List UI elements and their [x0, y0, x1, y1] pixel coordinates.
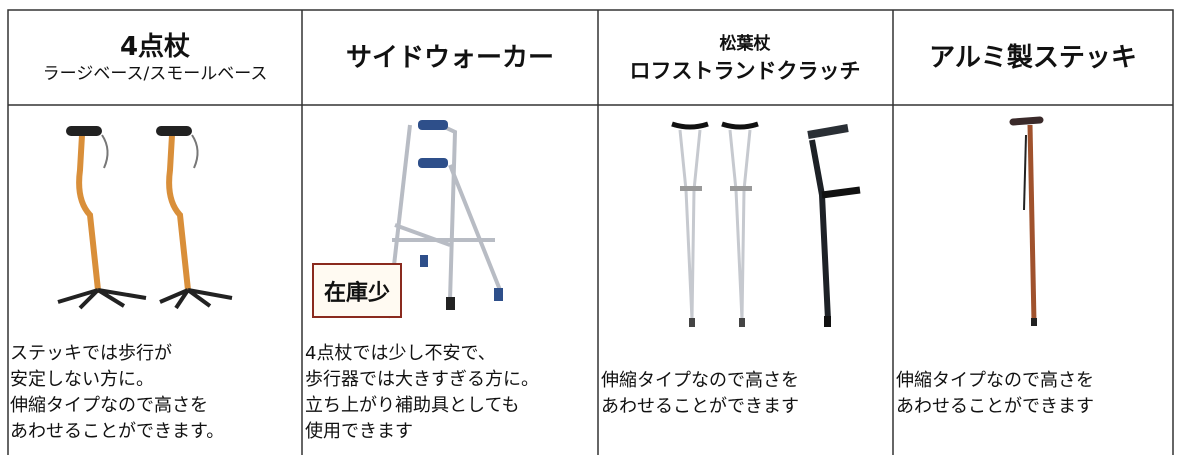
stock-badge: 在庫少	[312, 263, 402, 318]
header-subtitle: ロフストランドクラッチ	[629, 59, 861, 83]
description-line: 4点杖では少し不安で、	[305, 343, 496, 364]
description-line: 歩行器では大きすぎる方に。	[305, 369, 539, 390]
header-title: 松葉杖	[719, 34, 771, 54]
description-line: あわせることができます	[601, 396, 799, 417]
description-line: 使用できます	[305, 421, 413, 442]
description-line: 伸縮タイプなので高さを	[601, 370, 799, 391]
description-line: あわせることができます	[896, 396, 1094, 417]
quad-cane-image	[57, 126, 233, 310]
header-subtitle: ラージベース/スモールベース	[42, 64, 268, 84]
description-line: あわせることができます。	[10, 421, 225, 442]
side-walker-image	[386, 120, 503, 319]
cane-image	[1009, 116, 1044, 326]
description-line: ステッキでは歩行が	[10, 343, 172, 364]
table-borders	[7, 9, 1174, 455]
description-line: 伸縮タイプなので高さを	[896, 370, 1094, 391]
description-line: 安定しない方に。	[10, 369, 154, 390]
description-line: 立ち上がり補助具としても	[305, 395, 520, 416]
header-title: サイドウォーカー	[345, 43, 555, 73]
header-title: 4点杖	[119, 32, 191, 62]
header-title: アルミ製ステッキ	[929, 43, 1137, 73]
description-line: 伸縮タイプなので高さを	[10, 395, 208, 416]
crutch-image	[671, 121, 861, 327]
